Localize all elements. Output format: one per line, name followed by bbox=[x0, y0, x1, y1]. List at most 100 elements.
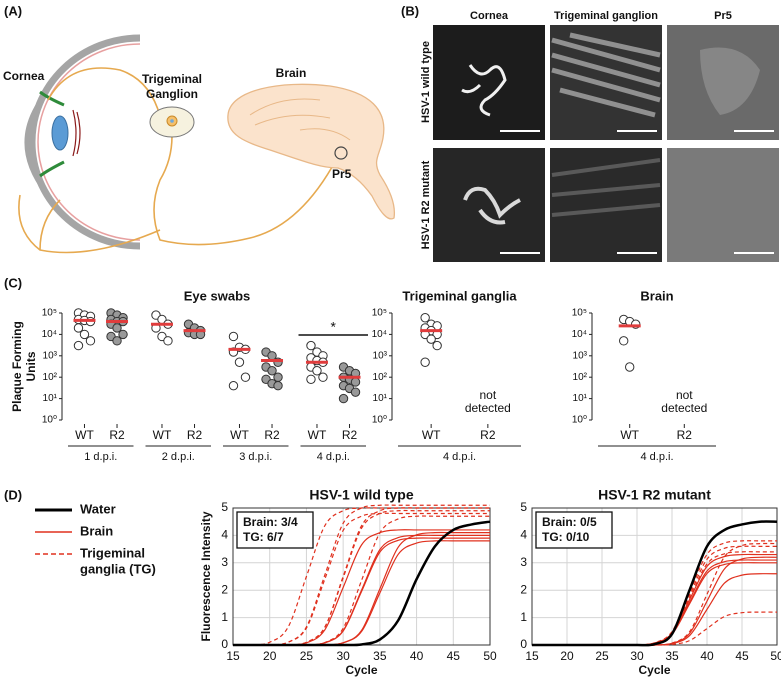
x-tick-label: WT bbox=[230, 428, 249, 442]
y-tick-label: 10⁰ bbox=[572, 415, 587, 426]
group-label: 1 d.p.i. bbox=[84, 451, 117, 463]
x-tick-label: WT bbox=[153, 428, 172, 442]
nerve bbox=[47, 67, 161, 117]
y-tick-label: 1 bbox=[221, 610, 228, 624]
curve bbox=[532, 553, 777, 646]
chart-title: Brain bbox=[640, 288, 673, 303]
annotation: detected bbox=[661, 401, 707, 415]
data-point bbox=[85, 336, 96, 346]
x-tick-label: 20 bbox=[560, 649, 574, 663]
data-point bbox=[112, 336, 122, 346]
data-point bbox=[118, 329, 128, 340]
image bbox=[433, 25, 545, 140]
x-tick-label: 30 bbox=[336, 649, 350, 663]
sclera bbox=[28, 34, 141, 250]
data-point bbox=[338, 393, 349, 404]
x-tick-label: WT bbox=[620, 428, 639, 442]
group-label: 2 d.p.i. bbox=[162, 451, 195, 463]
data-point bbox=[350, 387, 361, 397]
data-point bbox=[306, 340, 316, 351]
micrographs: Cornea Trigeminal ganglion Pr5 HSV-1 wil… bbox=[420, 10, 779, 262]
x-tick-label: 45 bbox=[735, 649, 749, 663]
y-tick-label: 10⁴ bbox=[42, 329, 57, 340]
data-point bbox=[112, 323, 122, 333]
x-axis-label: Cycle bbox=[638, 663, 670, 677]
x-tick-label: 30 bbox=[630, 649, 644, 663]
group-label: 4 d.p.i. bbox=[640, 451, 673, 463]
legend-label: Water bbox=[80, 501, 116, 516]
annotation: not bbox=[676, 388, 693, 402]
curve bbox=[232, 507, 490, 646]
pr5-marker bbox=[334, 146, 348, 160]
y-tick-label: 2 bbox=[520, 582, 527, 596]
data-point bbox=[73, 340, 84, 351]
data-point bbox=[79, 329, 90, 340]
curve bbox=[532, 520, 778, 647]
nerve bbox=[153, 135, 337, 246]
group-label: 4 d.p.i. bbox=[443, 451, 476, 463]
x-tick-label: R2 bbox=[109, 428, 125, 442]
x-tick-label: 20 bbox=[263, 649, 277, 663]
data-point bbox=[619, 336, 629, 346]
y-tick-label: 10⁵ bbox=[372, 308, 387, 319]
annotation: detected bbox=[465, 401, 511, 415]
panel-label: (C) bbox=[4, 275, 22, 290]
curve bbox=[233, 537, 490, 646]
column-header: Trigeminal ganglion bbox=[554, 10, 658, 22]
data-point bbox=[240, 372, 251, 382]
cornea-signal bbox=[463, 186, 521, 225]
x-tick-label: 35 bbox=[373, 649, 387, 663]
y-tick-label: 10⁰ bbox=[372, 415, 387, 426]
cornea-shape bbox=[24, 92, 48, 194]
image bbox=[667, 148, 779, 262]
nerve bbox=[18, 194, 161, 254]
scale-bar bbox=[500, 130, 774, 254]
significance-label: * bbox=[331, 319, 337, 335]
x-tick-label: 45 bbox=[447, 649, 461, 663]
y-tick-label: 5 bbox=[221, 500, 228, 514]
curve bbox=[532, 545, 777, 646]
x-tick-label: WT bbox=[75, 428, 94, 442]
x-tick-label: 50 bbox=[770, 649, 781, 663]
column-header: Pr5 bbox=[714, 10, 732, 22]
eye-diagram: Cornea Trigeminal Ganglion Brain Pr5 bbox=[3, 34, 396, 254]
group-label: 4 d.p.i. bbox=[317, 451, 350, 463]
retina bbox=[37, 43, 141, 241]
x-tick-label: WT bbox=[308, 428, 327, 442]
y-tick-label: 10¹ bbox=[573, 393, 588, 404]
nerve bbox=[39, 199, 61, 251]
iris bbox=[39, 90, 65, 107]
y-tick-label: 10³ bbox=[573, 350, 588, 361]
x-tick-label: 35 bbox=[665, 649, 679, 663]
annotation-box bbox=[236, 511, 314, 549]
cornea-signal bbox=[461, 64, 507, 117]
x-tick-label: 15 bbox=[525, 649, 539, 663]
x-tick-label: 25 bbox=[300, 649, 314, 663]
column-header: Cornea bbox=[470, 10, 509, 22]
row-header: HSV-1 wild type bbox=[420, 41, 432, 123]
data-point bbox=[234, 357, 245, 367]
iris bbox=[39, 160, 65, 178]
data-point bbox=[420, 357, 430, 367]
data-point bbox=[273, 381, 283, 391]
data-point bbox=[432, 340, 442, 351]
y-tick-label: 4 bbox=[221, 528, 228, 542]
ciliary bbox=[72, 109, 81, 157]
legend-label: Trigeminal bbox=[80, 545, 145, 560]
y-tick-label: 10¹ bbox=[373, 393, 388, 404]
label: Pr5 bbox=[332, 167, 352, 181]
x-tick-label: 50 bbox=[483, 649, 497, 663]
chart-title: Trigeminal ganglia bbox=[402, 288, 517, 303]
y-axis-label: Plaque Forming bbox=[10, 321, 24, 412]
x-tick-label: R2 bbox=[480, 428, 496, 442]
label: Brain bbox=[276, 66, 307, 80]
y-tick-label: 10² bbox=[573, 372, 588, 383]
annotation-box bbox=[535, 511, 613, 549]
label: Trigeminal bbox=[142, 72, 202, 86]
panel-label: (A) bbox=[4, 3, 22, 18]
data-point bbox=[312, 366, 322, 376]
legend-label: ganglia (TG) bbox=[80, 561, 156, 576]
y-tick-label: 3 bbox=[520, 555, 527, 569]
